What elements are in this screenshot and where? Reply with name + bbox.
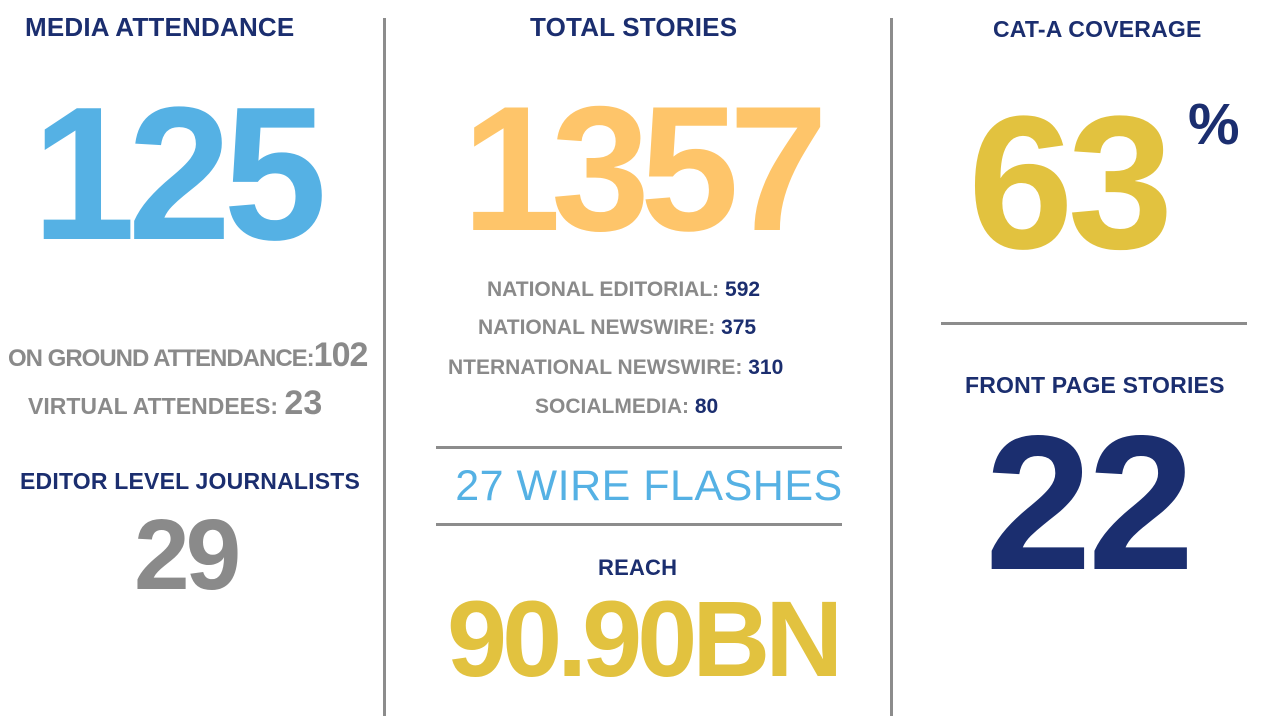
- virtual-attendees-label: VIRTUAL ATTENDEES:: [28, 393, 279, 419]
- cat-a-coverage-percent-sign: %: [1188, 92, 1240, 157]
- front-page-stories-heading: FRONT PAGE STORIES: [965, 372, 1225, 398]
- national-editorial-value: 592: [725, 278, 761, 301]
- wire-flashes-bottom-rule: [436, 523, 842, 526]
- breakdown-national-newswire: NATIONAL NEWSWIRE: 375: [478, 316, 756, 340]
- breakdown-social-media: SOCIALMEDIA: 80: [535, 395, 718, 419]
- cat-a-coverage-heading: CAT-A COVERAGE: [993, 16, 1202, 42]
- international-newswire-label: NTERNATIONAL NEWSWIRE:: [448, 356, 743, 379]
- international-newswire-value: 310: [748, 356, 784, 379]
- total-stories-heading: TOTAL STORIES: [530, 12, 738, 42]
- social-media-value: 80: [694, 395, 719, 418]
- breakdown-national-editorial: NATIONAL EDITORIAL: 592: [487, 278, 760, 302]
- national-newswire-label: NATIONAL NEWSWIRE:: [478, 316, 716, 339]
- virtual-attendees-value: 23: [284, 384, 323, 422]
- editor-level-journalists-value: 29: [134, 499, 241, 611]
- reach-heading: REACH: [598, 555, 678, 580]
- media-attendance-number: 125: [32, 68, 327, 280]
- social-media-label: SOCIALMEDIA:: [535, 395, 689, 418]
- on-ground-attendance-value: 102: [313, 336, 369, 374]
- column-divider-right: [890, 18, 893, 716]
- wire-flashes-top-rule: [436, 446, 842, 449]
- virtual-attendees-row: VIRTUAL ATTENDEES: 23: [28, 384, 322, 423]
- wire-flashes-text: 27 WIRE FLASHES: [455, 462, 843, 510]
- media-attendance-heading: MEDIA ATTENDANCE: [25, 12, 295, 42]
- cat-a-coverage-number: 63: [968, 77, 1173, 289]
- on-ground-attendance-row: ON GROUND ATTENDANCE:102: [8, 336, 369, 375]
- front-page-stories-value: 22: [985, 395, 1195, 610]
- on-ground-attendance-label: ON GROUND ATTENDANCE:: [8, 345, 315, 372]
- reach-value: 90.90BN: [447, 578, 843, 699]
- breakdown-international-newswire: NTERNATIONAL NEWSWIRE: 310: [448, 356, 783, 380]
- front-page-top-rule: [941, 322, 1247, 325]
- national-editorial-label: NATIONAL EDITORIAL:: [487, 278, 720, 301]
- column-divider-left: [383, 18, 386, 716]
- national-newswire-value: 375: [721, 316, 757, 339]
- editor-level-journalists-heading: EDITOR LEVEL JOURNALISTS: [20, 468, 361, 494]
- total-stories-number: 1357: [462, 69, 828, 268]
